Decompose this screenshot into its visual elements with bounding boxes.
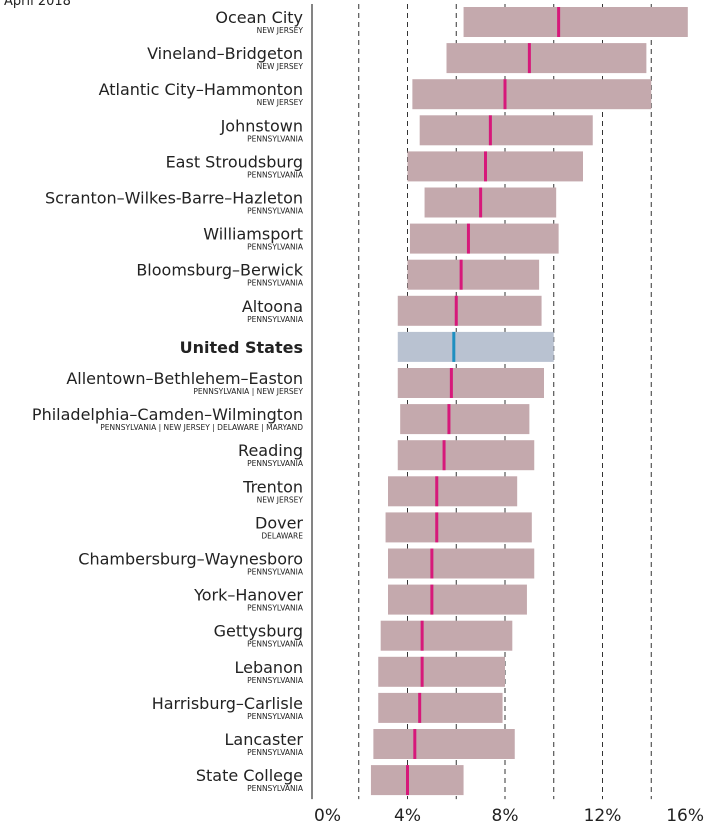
range-bar xyxy=(409,223,559,254)
range-bar xyxy=(463,7,688,37)
range-bar xyxy=(397,331,554,362)
row-state: PENNSYLVANIA | NEW JERSEY xyxy=(193,387,303,396)
range-bar xyxy=(388,584,527,615)
x-tick-label: 16% xyxy=(666,806,704,823)
value-marker xyxy=(449,368,453,398)
range-bar xyxy=(446,43,647,74)
row-state: PENNSYLVANIA xyxy=(247,134,304,143)
row-label: Lebanon xyxy=(234,658,303,677)
value-marker xyxy=(430,584,434,615)
value-marker xyxy=(466,223,470,254)
x-tick-label: 8% xyxy=(492,806,519,823)
chart-subtitle: April 2018 xyxy=(4,0,71,9)
row-state: PENNSYLVANIA xyxy=(247,712,304,721)
row-state: PENNSYLVANIA xyxy=(247,243,304,252)
range-bar xyxy=(397,295,542,326)
row-label: Trenton xyxy=(242,477,303,496)
range-bar xyxy=(397,440,535,471)
row-state: PENNSYLVANIA xyxy=(247,676,304,685)
range-bar xyxy=(424,187,557,218)
row-label: Scranton–Wilkes-Barre–Hazleton xyxy=(45,189,303,208)
value-marker xyxy=(484,151,487,182)
row-state: PENNSYLVANIA xyxy=(247,784,304,793)
row-label: Dover xyxy=(255,513,303,532)
value-marker xyxy=(406,765,409,796)
row-state: PENNSYLVANIA xyxy=(247,170,304,179)
value-marker xyxy=(435,512,439,543)
row-label: State College xyxy=(196,766,303,785)
row-state: PENNSYLVANIA xyxy=(247,568,304,577)
row-state: NEW JERSEY xyxy=(257,98,304,107)
value-marker xyxy=(413,729,417,759)
x-tick-label: 12% xyxy=(584,806,622,823)
value-marker xyxy=(442,440,446,471)
value-marker xyxy=(454,295,458,326)
value-marker xyxy=(488,115,492,146)
row-label: York–Hanover xyxy=(193,586,303,605)
range-bar xyxy=(380,620,513,651)
row-label: Bloomsburg–Berwick xyxy=(136,261,303,280)
row-label: East Stroudsburg xyxy=(166,152,303,171)
range-bar xyxy=(378,656,505,687)
row-state: PENNSYLVANIA xyxy=(247,604,304,613)
value-marker xyxy=(557,7,561,37)
x-tick-label: 0% xyxy=(314,806,341,823)
range-bar xyxy=(407,151,583,182)
row-state: NEW JERSEY xyxy=(257,26,304,35)
x-tick-label: 4% xyxy=(394,806,421,823)
range-bar xyxy=(388,476,518,507)
row-label: Altoona xyxy=(242,297,303,316)
value-marker xyxy=(447,404,451,435)
row-state: NEW JERSEY xyxy=(257,62,304,71)
value-marker xyxy=(527,43,531,74)
row-label: Philadelphia–Camden–Wilmington xyxy=(32,405,303,424)
value-marker xyxy=(479,187,483,218)
row-label: Lancaster xyxy=(225,730,304,749)
row-label: Ocean City xyxy=(215,8,303,27)
row-label: Williamsport xyxy=(203,225,303,244)
row-state: PENNSYLVANIA | NEW JERSEY | DELAWARE | M… xyxy=(100,423,303,432)
value-marker xyxy=(435,476,439,507)
value-marker xyxy=(418,692,422,723)
value-marker xyxy=(503,79,507,110)
range-bar xyxy=(378,692,503,723)
range-bar xyxy=(419,115,593,146)
row-state: DELAWARE xyxy=(261,531,303,540)
row-label: Harrisburg–Carlisle xyxy=(152,694,303,713)
row-state: PENNSYLVANIA xyxy=(247,207,304,216)
value-marker xyxy=(459,259,463,290)
row-label: Atlantic City–Hammonton xyxy=(99,80,303,99)
row-state: PENNSYLVANIA xyxy=(247,279,304,288)
value-marker xyxy=(420,656,424,687)
range-bar xyxy=(370,765,464,796)
row-state: NEW JERSEY xyxy=(257,495,304,504)
row-state: PENNSYLVANIA xyxy=(247,640,304,649)
row-label: Chambersburg–Waynesboro xyxy=(78,550,303,569)
range-bar xyxy=(388,548,535,579)
range-bar xyxy=(400,404,530,435)
row-label: Johnstown xyxy=(220,116,303,135)
row-state: PENNSYLVANIA xyxy=(247,315,304,324)
value-marker xyxy=(430,548,434,579)
row-label: Reading xyxy=(238,441,303,460)
row-label: Vineland–Bridgeton xyxy=(147,44,303,63)
value-marker xyxy=(420,620,424,651)
row-state: PENNSYLVANIA xyxy=(247,459,304,468)
row-label: United States xyxy=(180,338,303,357)
range-bar xyxy=(407,259,540,290)
range-bar xyxy=(373,729,515,759)
range-bar xyxy=(397,368,544,398)
row-label: Gettysburg xyxy=(214,622,303,641)
row-state: PENNSYLVANIA xyxy=(247,748,304,757)
range-bar xyxy=(412,79,652,110)
row-label: Allentown–Bethlehem–Easton xyxy=(66,369,303,388)
range-bar xyxy=(385,512,532,543)
value-marker xyxy=(452,331,456,362)
